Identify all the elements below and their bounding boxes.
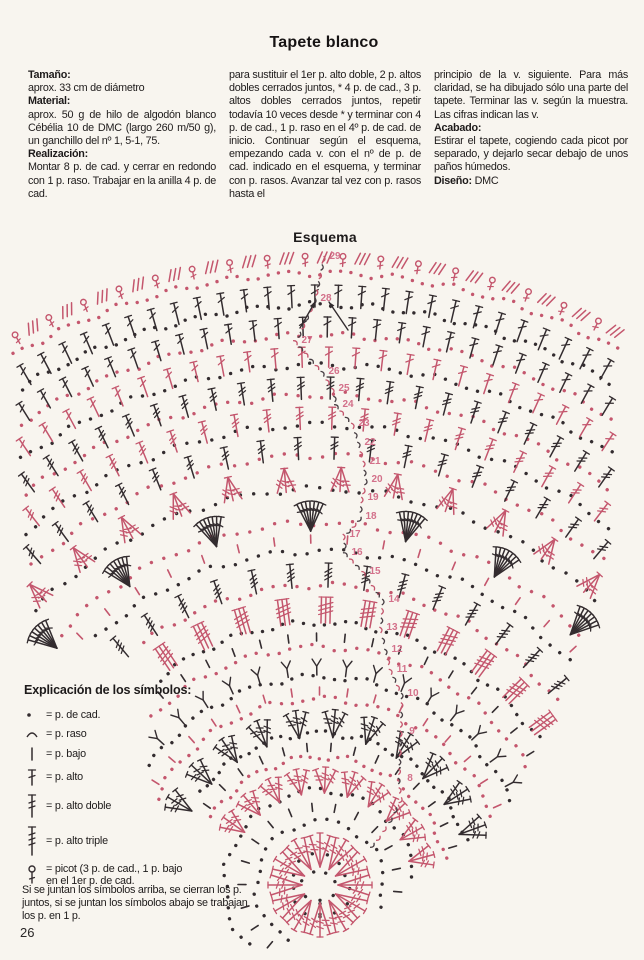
- column-size-material: Tamaño: aprox. 33 cm de diámetro Materia…: [28, 69, 216, 201]
- svg-text:24: 24: [342, 399, 354, 410]
- crochet-chart-svg: 29 28 27 26 25 24 23 22 21 20 19 18 17 16 15 14 13 12 11 10…: [11, 251, 625, 949]
- symbols-legend: Explicación de los símbolos: = p. de cad…: [24, 683, 242, 894]
- diseno-heading: Diseño:: [434, 174, 472, 187]
- svg-text:23: 23: [358, 418, 370, 429]
- tamano-body: aprox. 33 cm de diámetro: [28, 82, 145, 95]
- svg-text:22: 22: [364, 437, 376, 448]
- svg-text:12: 12: [391, 644, 403, 655]
- svg-text:10: 10: [407, 688, 419, 699]
- symbols-note: Si se juntan los símbolos arriba, se cie…: [22, 884, 248, 922]
- instructions-body: para sustituir el 1er p. alto doble, 2 p…: [229, 69, 421, 200]
- diseno-body: DMC: [471, 174, 499, 187]
- svg-text:19: 19: [367, 492, 379, 503]
- legend-label: = p. de cad.: [46, 709, 101, 721]
- legend-label: = picot (3 p. de cad., 1 p. bajo en el 1e…: [46, 863, 183, 887]
- legend-label: = p. alto triple: [46, 834, 108, 847]
- svg-text:26: 26: [328, 366, 340, 377]
- page-number: 26: [20, 925, 35, 940]
- svg-text:9: 9: [409, 726, 415, 737]
- svg-text:8: 8: [407, 773, 413, 784]
- single-crochet-icon: [24, 747, 46, 761]
- legend-item: = p. alto triple: [24, 825, 242, 856]
- legend-item: = p. de cad.: [24, 709, 242, 721]
- legend-item: = picot (3 p. de cad., 1 p. bajo en el 1e…: [24, 863, 242, 887]
- treble-crochet-icon: [24, 793, 46, 818]
- svg-text:15: 15: [369, 566, 381, 577]
- legend-label: = p. raso: [46, 728, 87, 740]
- column-finishing: principio de la v. siguiente. Para más c…: [434, 69, 628, 201]
- svg-text:20: 20: [371, 474, 383, 485]
- svg-text:21: 21: [369, 456, 381, 467]
- svg-text:16: 16: [351, 547, 363, 558]
- svg-text:13: 13: [386, 622, 398, 633]
- slip-stitch-icon: [24, 728, 46, 740]
- design-line: Diseño: DMC: [434, 175, 628, 188]
- chain-stitch-icon: [24, 710, 46, 720]
- legend-item: = p. alto doble: [24, 793, 242, 818]
- legend-label: = p. bajo: [46, 748, 86, 760]
- article-text: Tamaño: aprox. 33 cm de diámetro Materia…: [28, 69, 628, 201]
- column-instructions: para sustituir el 1er p. alto doble, 2 p…: [229, 69, 421, 201]
- legend-label: = p. alto: [46, 771, 83, 783]
- header-bar: Tapete blanco: [28, 30, 620, 56]
- svg-text:28: 28: [320, 293, 332, 304]
- picot-icon: [24, 864, 46, 886]
- double-crochet-icon: [24, 768, 46, 786]
- material-body: aprox. 50 g de hilo de algodón blanco Cé…: [28, 108, 216, 148]
- legend-item: = p. bajo: [24, 747, 242, 761]
- triple-treble-icon: [24, 825, 46, 856]
- svg-text:11: 11: [397, 664, 408, 675]
- legend-title: Explicación de los símbolos:: [24, 683, 192, 697]
- acabado-heading: Acabado:: [434, 121, 482, 134]
- realizacion-body: Montar 8 p. de cad. y cerrar en redondo …: [28, 161, 216, 200]
- svg-text:17: 17: [349, 529, 361, 540]
- finishing-p1: principio de la v. siguiente. Para más c…: [434, 69, 628, 121]
- tamano-heading: Tamaño:: [28, 69, 71, 81]
- article-title: Tapete blanco: [269, 34, 379, 51]
- acabado-body: Estirar el tapete, cogiendo cada picot p…: [434, 135, 628, 174]
- legend-item: = p. alto: [24, 768, 242, 786]
- legend-item: = p. raso: [24, 728, 242, 740]
- material-heading: Material:: [28, 95, 71, 108]
- realizacion-heading: Realización:: [28, 148, 88, 161]
- svg-text:29: 29: [329, 251, 341, 262]
- svg-text:27: 27: [301, 335, 313, 346]
- svg-text:18: 18: [365, 511, 377, 522]
- svg-text:25: 25: [338, 383, 350, 394]
- legend-label: = p. alto doble: [46, 799, 112, 812]
- diagram-title: Esquema: [293, 229, 357, 245]
- svg-text:14: 14: [388, 594, 400, 605]
